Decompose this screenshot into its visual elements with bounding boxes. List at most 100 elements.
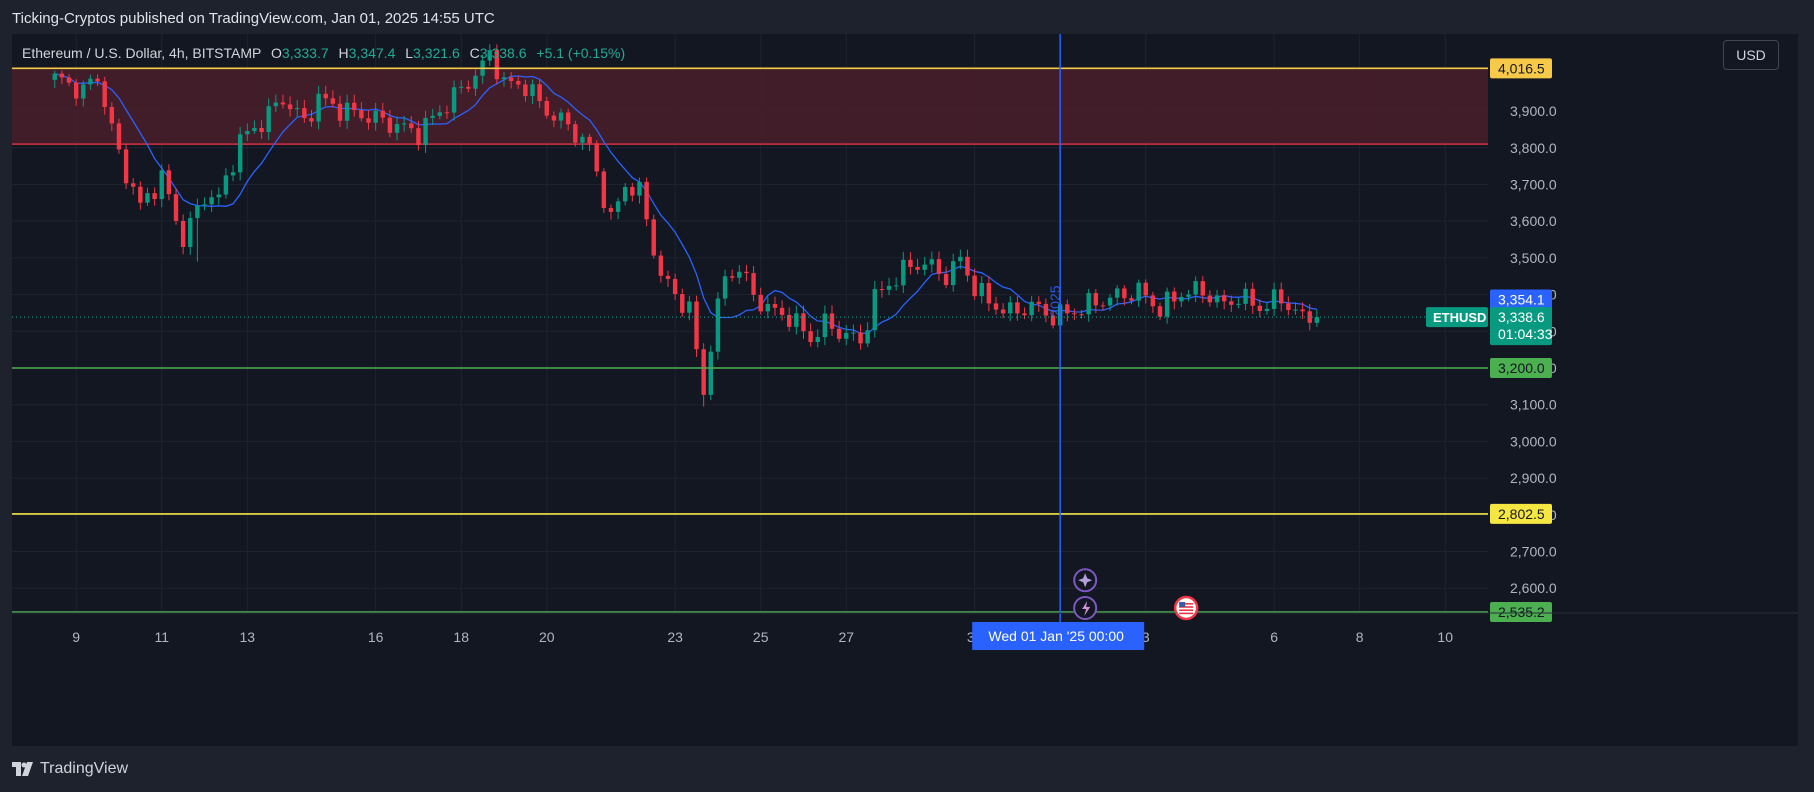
- candle-body: [929, 259, 935, 265]
- candle-body: [551, 115, 557, 121]
- legend-high: 3,347.4: [348, 45, 396, 61]
- candle-body: [166, 170, 172, 195]
- attribution: Ticking-Cryptos published on TradingView…: [12, 10, 495, 27]
- candle-body: [245, 131, 250, 135]
- candle-body: [1264, 308, 1270, 312]
- level-tag-support: 2,802.5: [1498, 506, 1545, 522]
- candle-body: [451, 87, 457, 113]
- legend-close-label: C: [469, 45, 480, 61]
- price-chart[interactable]: 2025 2,600.02,700.02,800.02,900.03,000.0…: [12, 34, 1798, 746]
- candle-body: [1164, 291, 1170, 317]
- x-tick-label: 16: [368, 629, 384, 645]
- candle-body: [722, 276, 728, 299]
- candle-body: [1207, 295, 1213, 303]
- candle-body: [772, 303, 778, 308]
- candle-body: [680, 294, 685, 313]
- candle-body: [658, 255, 664, 276]
- candle-body: [879, 289, 885, 291]
- level-tag-support-bg: [1490, 357, 1552, 378]
- candle-body: [544, 101, 549, 116]
- candle-body: [1100, 305, 1106, 307]
- candle-body: [1186, 294, 1191, 297]
- candle-body: [230, 172, 236, 176]
- candle-body: [1279, 289, 1284, 304]
- legend-open-label: O: [271, 45, 282, 61]
- candle-body: [1179, 296, 1184, 302]
- current-price-label: 3,338.6: [1498, 309, 1545, 325]
- candle-body: [109, 106, 115, 124]
- candle-body: [580, 136, 585, 143]
- candle-body: [822, 313, 828, 338]
- y-tick-label: 3,800.0: [1510, 140, 1557, 156]
- candle-body: [373, 110, 378, 123]
- x-tick-label: 27: [838, 629, 854, 645]
- lightning-icon-glyph: [1082, 601, 1091, 616]
- candle-body: [1079, 314, 1084, 316]
- candle-body: [1022, 313, 1027, 316]
- legend-open: 3,333.7: [281, 45, 329, 61]
- candle-body: [494, 50, 500, 80]
- candle-body: [936, 259, 942, 274]
- x-tick-label: 10: [1437, 629, 1453, 645]
- candle-body: [387, 117, 393, 133]
- candle-body: [701, 349, 706, 395]
- candle-body: [516, 81, 521, 85]
- us-flag-stripe: [1179, 609, 1194, 611]
- candle-body: [473, 75, 478, 89]
- candle-body: [216, 194, 221, 198]
- x-tick-label: 13: [240, 629, 256, 645]
- candle-body: [951, 261, 956, 286]
- candle-body: [872, 289, 877, 331]
- candle-body: [573, 124, 578, 143]
- x-tick-label: 20: [539, 629, 555, 645]
- candle-body: [52, 73, 57, 80]
- symbol-legend: Ethereum / U.S. Dollar, 4h, BITSTAMP O3,…: [22, 45, 625, 61]
- candle-body: [594, 143, 599, 172]
- candle-body: [1307, 311, 1312, 323]
- candle-body: [401, 123, 407, 125]
- candle-body: [958, 256, 963, 262]
- candle-body: [280, 102, 286, 105]
- us-flag-stripe: [1179, 612, 1194, 615]
- currency-button[interactable]: USD: [1723, 40, 1779, 70]
- candle-body: [416, 128, 421, 146]
- symbol-tag: ETHUSD: [1433, 310, 1486, 325]
- ma-value-tag-bg: [1490, 289, 1552, 310]
- us-flag-icon: [1173, 595, 1199, 621]
- candle-body: [836, 328, 842, 339]
- candle-body: [744, 271, 749, 274]
- candle-body: [630, 186, 635, 196]
- candle-body: [437, 112, 443, 116]
- candle-body: [765, 303, 771, 312]
- x-tick-label: 8: [1356, 629, 1364, 645]
- y-tick-label: 2,600.0: [1510, 580, 1557, 596]
- candle-body: [986, 283, 992, 304]
- candle-body: [173, 194, 179, 221]
- candle-body: [295, 108, 300, 110]
- candle-body: [1072, 313, 1077, 315]
- candle-body: [252, 128, 257, 132]
- candle-body: [1214, 295, 1220, 303]
- candle-body: [1193, 281, 1198, 295]
- candle-body: [152, 193, 157, 200]
- candle-body: [1236, 303, 1241, 305]
- sparkle-icon-glyph: [1078, 573, 1093, 588]
- candle-body: [665, 275, 671, 279]
- candle-body: [972, 275, 977, 297]
- candle-body: [1036, 301, 1041, 304]
- candle-body: [672, 278, 678, 295]
- candle-body: [145, 193, 150, 203]
- footer-brand[interactable]: TradingView: [12, 760, 128, 778]
- us-flag-canton: [1179, 602, 1186, 607]
- y-tick-label: 3,000.0: [1510, 433, 1557, 449]
- candle-body: [779, 307, 785, 315]
- candle-body: [287, 104, 293, 110]
- candle-body: [1107, 297, 1113, 306]
- candle-body: [729, 276, 735, 278]
- x-tick-label: 25: [753, 629, 769, 645]
- candle-body: [901, 259, 906, 286]
- candle-body: [159, 170, 164, 200]
- candle-body: [737, 271, 742, 278]
- us-flag-stripe: [1179, 603, 1194, 605]
- footer-brand-label: TradingView: [40, 760, 129, 777]
